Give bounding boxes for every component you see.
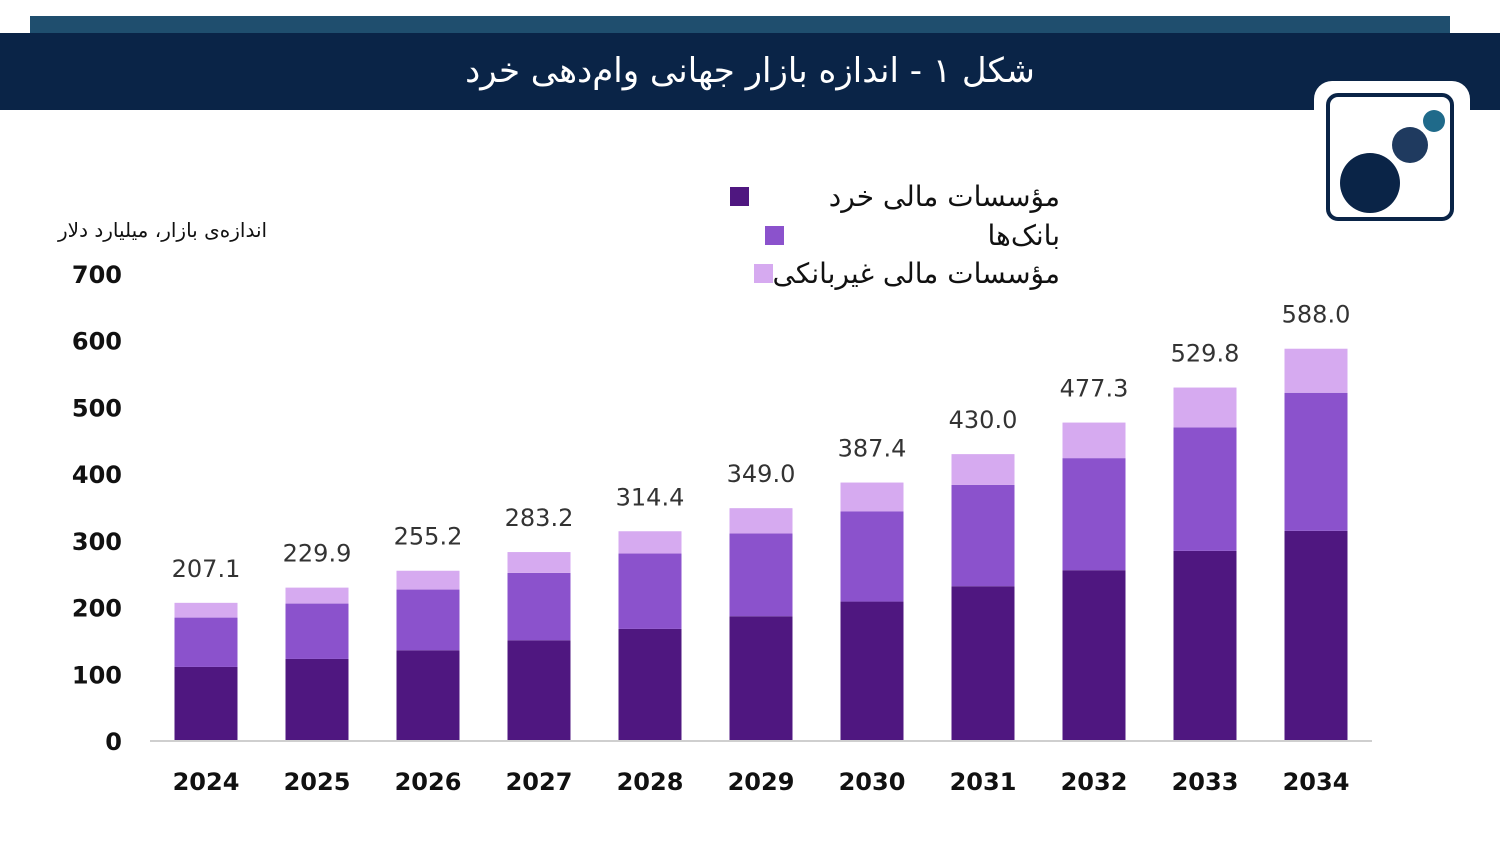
x-tick-label: 2029 (728, 768, 795, 796)
y-tick-label: 0 (105, 728, 122, 756)
bar-total-label: 529.8 (1171, 340, 1240, 368)
logo-big-dot (1340, 153, 1400, 213)
logo-small-dot (1423, 110, 1445, 132)
bar-segment (174, 666, 238, 741)
bar-segment (507, 572, 571, 641)
bar-segment (1173, 387, 1237, 428)
bar-segment (1062, 422, 1126, 459)
page-title: شکل ۱ - اندازه بازار جهانی وام‌دهی خرد (465, 51, 1035, 91)
legend-item-microfinance: مؤسسات مالی خرد (712, 177, 1060, 215)
legend-label: بانک‌ها (987, 218, 1060, 252)
x-tick-label: 2032 (1061, 768, 1128, 796)
bar-total-label: 430.0 (949, 406, 1018, 434)
header-bar (0, 33, 1500, 110)
y-tick-label: 200 (72, 595, 122, 623)
bar-segment (951, 484, 1015, 587)
bar-segment (1284, 392, 1348, 531)
bars (174, 348, 1348, 741)
logo (1326, 93, 1454, 221)
total-labels: 207.1 229.9 255.2 283.2 314.4 349.0 387.4 430.0… (172, 301, 1351, 583)
bar-segment (729, 616, 793, 741)
y-tick-label: 300 (72, 528, 122, 556)
bar-segment (507, 640, 571, 741)
bar-segment (951, 454, 1015, 485)
bar-segment (840, 511, 904, 602)
bar-segment (507, 552, 571, 573)
bar-segment (618, 553, 682, 629)
y-axis-ticks: 0 100 200 300 400 500 600 700 (72, 261, 122, 756)
legend-label: مؤسسات مالی غیربانکی (772, 256, 1060, 290)
bar-total-label: 387.4 (838, 435, 907, 463)
bar-segment (396, 650, 460, 741)
legend-swatch (764, 225, 784, 245)
y-tick-label: 100 (72, 661, 122, 689)
x-tick-label: 2030 (839, 768, 906, 796)
bar-segment (285, 587, 349, 604)
x-tick-label: 2027 (506, 768, 573, 796)
x-tick-label: 2026 (395, 768, 462, 796)
bar-segment (285, 603, 349, 659)
bar-total-label: 588.0 (1282, 301, 1351, 329)
bar-segment (951, 586, 1015, 741)
x-tick-label: 2033 (1172, 768, 1239, 796)
legend-item-nonbank: مؤسسات مالی غیربانکی (736, 254, 1060, 292)
bar-segment (174, 617, 238, 667)
x-tick-label: 2031 (950, 768, 1017, 796)
y-axis-label: اندازه‌ی بازار، میلیارد دلار (58, 218, 268, 242)
y-tick-label: 700 (72, 261, 122, 289)
bar-total-label: 477.3 (1060, 375, 1129, 403)
bar-segment (729, 508, 793, 534)
bar-segment (285, 658, 349, 741)
y-tick-label: 400 (72, 461, 122, 489)
bar-segment (729, 533, 793, 617)
x-tick-label: 2024 (173, 768, 240, 796)
bar-segment (1173, 427, 1237, 551)
legend-item-banks: بانک‌ها (747, 216, 1060, 254)
bar-total-label: 283.2 (505, 504, 574, 532)
bar-segment (840, 601, 904, 741)
y-tick-label: 600 (72, 328, 122, 356)
bar-segment (1062, 570, 1126, 741)
bar-segment (618, 531, 682, 554)
bar-segment (840, 482, 904, 512)
bar-total-label: 207.1 (172, 555, 241, 583)
bar-total-label: 229.9 (283, 540, 352, 568)
x-tick-label: 2028 (617, 768, 684, 796)
legend-swatch (753, 263, 773, 283)
x-tick-label: 2025 (284, 768, 351, 796)
top-accent-strip (30, 16, 1450, 34)
x-axis-ticks: 2024 2025 2026 2027 2028 2029 2030 2031 2032 2033… (173, 768, 1350, 796)
legend-label: مؤسسات مالی خرد (828, 179, 1060, 213)
legend-swatch (729, 186, 749, 206)
chart-legend: مؤسسات مالی خرد بانک‌ها مؤسسات مالی غیرب… (700, 172, 1060, 292)
y-tick-label: 500 (72, 394, 122, 422)
bar-segment (1284, 530, 1348, 741)
x-tick-label: 2034 (1283, 768, 1350, 796)
bar-segment (618, 628, 682, 741)
bar-total-label: 314.4 (616, 483, 685, 511)
bar-total-label: 255.2 (394, 523, 463, 551)
bar-segment (1062, 458, 1126, 571)
bar-segment (174, 602, 238, 618)
bar-segment (1284, 348, 1348, 393)
bar-segment (396, 570, 460, 590)
logo-mid-dot (1392, 127, 1428, 163)
bar-segment (396, 589, 460, 651)
bar-total-label: 349.0 (727, 460, 796, 488)
bar-segment (1173, 550, 1237, 741)
